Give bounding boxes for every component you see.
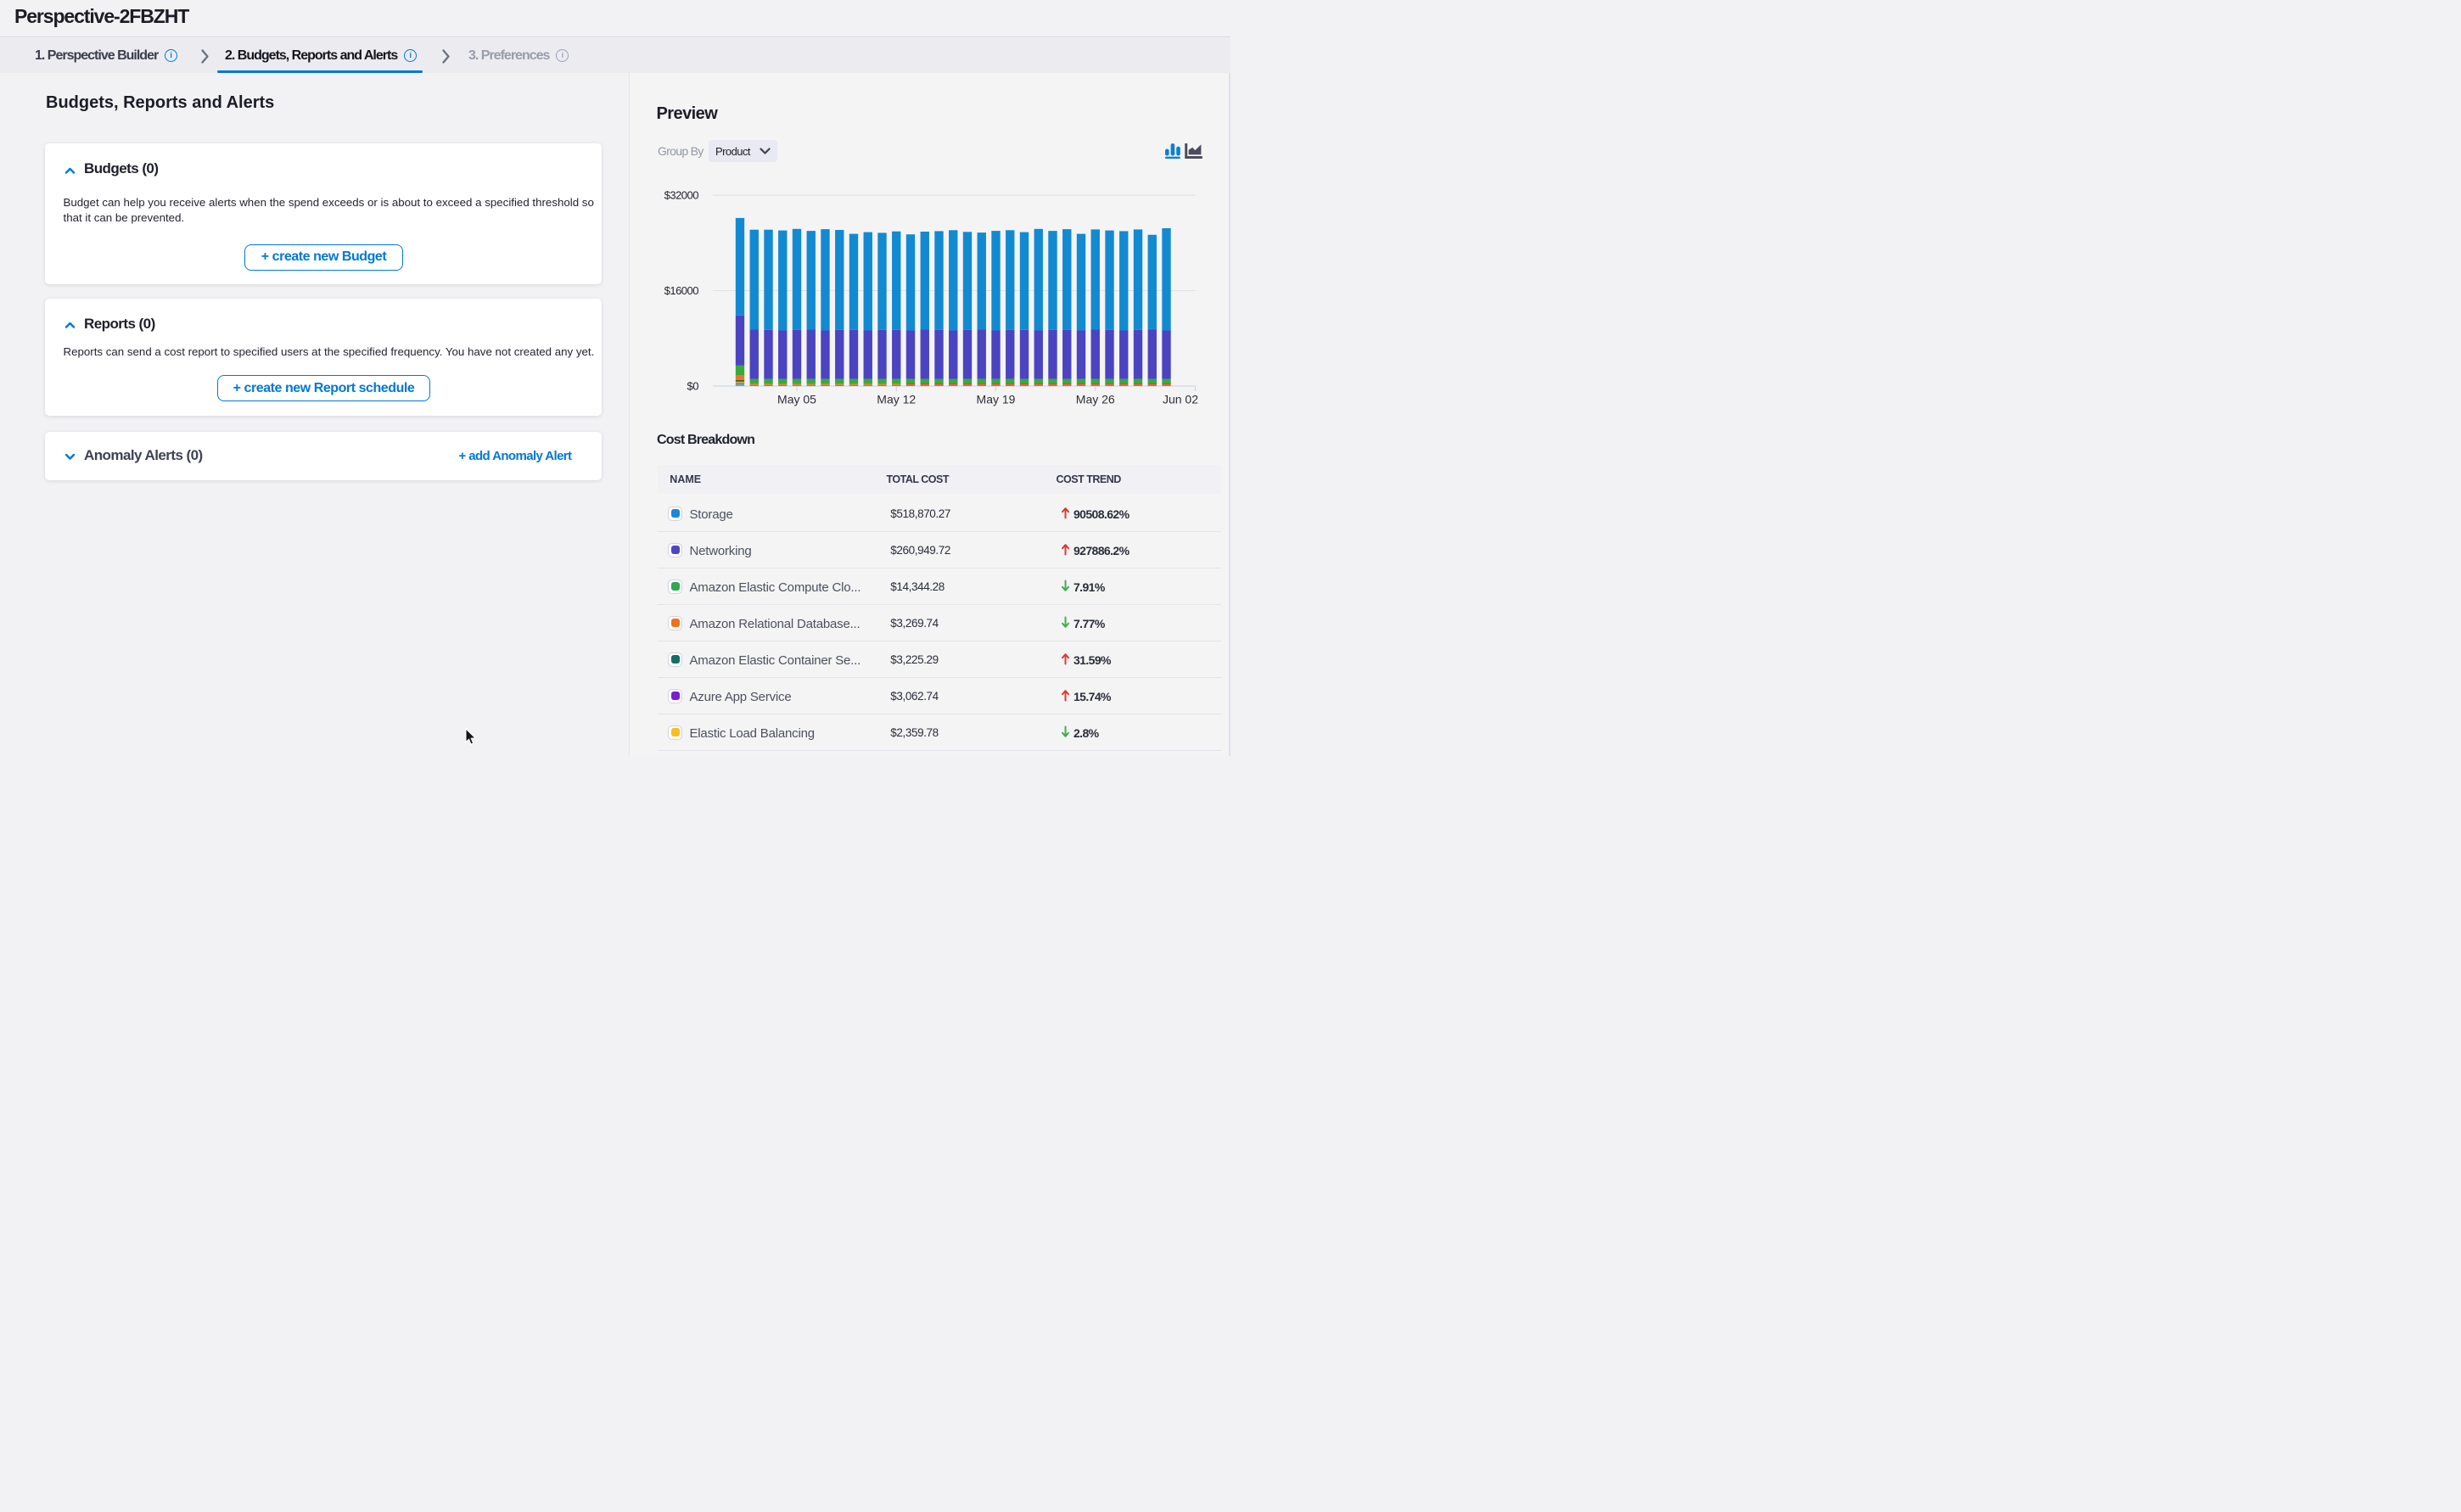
svg-text:$16000: $16000 <box>664 284 699 297</box>
svg-text:May 12: May 12 <box>877 393 916 406</box>
svg-text:$0: $0 <box>687 380 699 393</box>
svg-text:$32000: $32000 <box>664 189 699 202</box>
svg-text:May 19: May 19 <box>977 393 1016 406</box>
svg-text:May 05: May 05 <box>777 393 816 406</box>
svg-text:May 26: May 26 <box>1076 393 1115 406</box>
svg-text:Jun 02: Jun 02 <box>1163 393 1198 406</box>
